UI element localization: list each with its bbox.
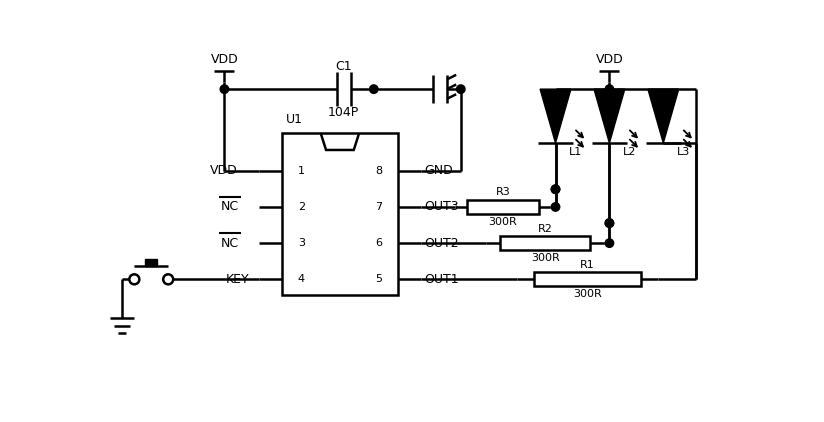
Text: C1: C1 bbox=[335, 60, 352, 73]
Text: L1: L1 bbox=[569, 147, 583, 157]
Text: VDD: VDD bbox=[211, 53, 238, 65]
Text: 3: 3 bbox=[298, 238, 305, 248]
Circle shape bbox=[551, 203, 559, 211]
Text: 7: 7 bbox=[375, 202, 382, 212]
Text: OUT3: OUT3 bbox=[424, 200, 459, 214]
Circle shape bbox=[605, 219, 614, 227]
Bar bbox=[145, 259, 157, 266]
Text: 300R: 300R bbox=[489, 216, 517, 227]
Bar bbox=[282, 133, 398, 295]
Circle shape bbox=[369, 85, 378, 93]
Bar bbox=[500, 236, 590, 250]
Circle shape bbox=[605, 219, 614, 227]
Text: R1: R1 bbox=[580, 260, 595, 270]
Text: 5: 5 bbox=[375, 274, 382, 284]
Circle shape bbox=[551, 185, 559, 193]
Polygon shape bbox=[648, 89, 679, 143]
Text: KEY: KEY bbox=[227, 273, 250, 286]
Text: 300R: 300R bbox=[573, 289, 602, 299]
Text: L3: L3 bbox=[677, 147, 691, 157]
Text: U1: U1 bbox=[286, 113, 303, 126]
Text: 300R: 300R bbox=[531, 253, 559, 263]
Polygon shape bbox=[540, 89, 571, 143]
Text: R2: R2 bbox=[538, 224, 553, 233]
Circle shape bbox=[551, 185, 559, 193]
Text: R3: R3 bbox=[495, 187, 510, 197]
Circle shape bbox=[605, 239, 614, 247]
Text: OUT2: OUT2 bbox=[424, 237, 459, 250]
Text: 6: 6 bbox=[375, 238, 382, 248]
Bar bbox=[466, 200, 539, 214]
Circle shape bbox=[129, 274, 139, 284]
Text: OUT1: OUT1 bbox=[424, 273, 459, 286]
Text: 2: 2 bbox=[297, 202, 305, 212]
Text: 1: 1 bbox=[298, 166, 305, 176]
Circle shape bbox=[163, 274, 173, 284]
Text: 8: 8 bbox=[375, 166, 382, 176]
Bar bbox=[534, 272, 641, 286]
Text: NC: NC bbox=[221, 237, 239, 250]
Circle shape bbox=[605, 85, 614, 93]
Text: NC: NC bbox=[221, 200, 239, 214]
Text: 104P: 104P bbox=[328, 106, 359, 119]
Circle shape bbox=[220, 85, 228, 93]
Text: VDD: VDD bbox=[596, 53, 623, 65]
Text: L2: L2 bbox=[623, 147, 637, 157]
Circle shape bbox=[456, 85, 465, 93]
Text: 4: 4 bbox=[297, 274, 305, 284]
Polygon shape bbox=[594, 89, 625, 143]
Text: VDD: VDD bbox=[210, 164, 237, 177]
Text: GND: GND bbox=[424, 164, 453, 177]
